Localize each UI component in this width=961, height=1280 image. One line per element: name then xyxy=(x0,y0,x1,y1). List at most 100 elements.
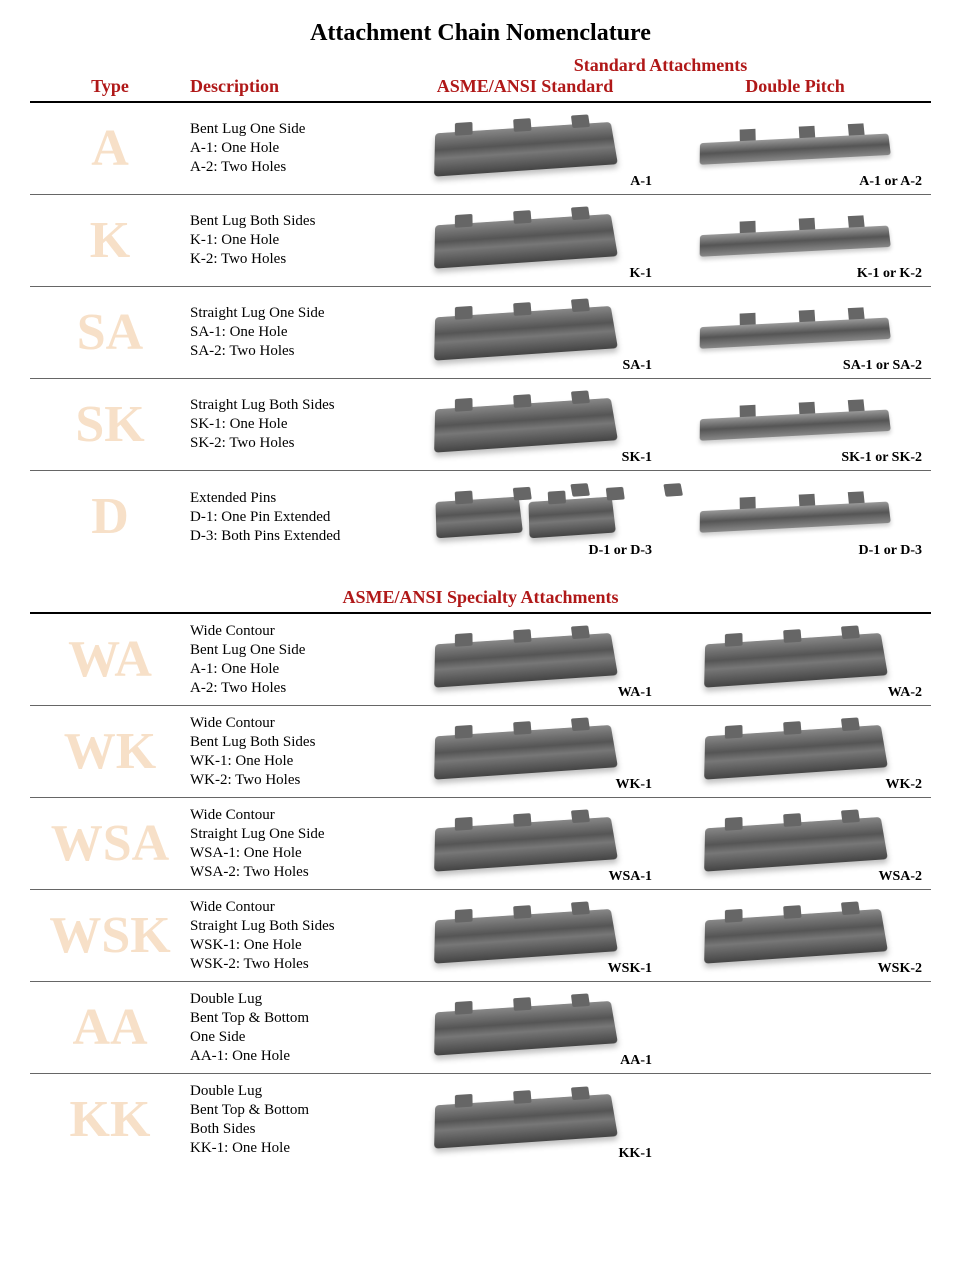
chain-icon xyxy=(434,214,618,269)
description-line: WK-2: Two Holes xyxy=(190,772,390,789)
image-cell-1: SK-1 xyxy=(390,385,660,464)
description-line: D-3: Both Pins Extended xyxy=(190,528,390,545)
description-line: WSK-2: Two Holes xyxy=(190,956,390,973)
table-row: KKDouble LugBent Top & BottomBoth SidesK… xyxy=(30,1074,931,1166)
description-line: Wide Contour xyxy=(190,715,390,732)
section2-title: ASME/ANSI Specialty Attachments xyxy=(30,587,931,608)
description-line: K-2: Two Holes xyxy=(190,251,390,268)
description-cell: Wide ContourStraight Lug One SideWSA-1: … xyxy=(190,804,390,883)
chain-icon xyxy=(434,306,618,361)
description-cell: Wide Contour Bent Lug One Side A-1: One Ho… xyxy=(190,620,390,699)
image-caption: WSA-1 xyxy=(608,869,652,885)
header-type: Type xyxy=(30,76,190,97)
description-cell: Extended Pins D-1: One Pin Extended D-3: B… xyxy=(190,477,390,557)
image-cell-1: WA-1 xyxy=(390,620,660,699)
image-caption: SA-1 xyxy=(622,358,652,374)
description-line: KK-1: One Hole xyxy=(190,1140,390,1157)
image-caption: WK-2 xyxy=(885,777,922,793)
type-letter: WK xyxy=(30,712,190,791)
description-line: SK-1: One Hole xyxy=(190,416,390,433)
chain-icon xyxy=(700,409,891,440)
description-line: K-1: One Hole xyxy=(190,232,390,249)
type-letter: AA xyxy=(30,988,190,1067)
description-line: Straight Lug Both Sides xyxy=(190,918,390,935)
description-line: Bent Top & Bottom xyxy=(190,1102,390,1119)
image-caption: K-1 or K-2 xyxy=(857,266,922,282)
chain-icon xyxy=(434,725,618,780)
image-cell-2: SA-1 or SA-2 xyxy=(660,293,930,372)
chain-icon xyxy=(700,502,891,533)
image-cell-2: K-1 or K-2 xyxy=(660,201,930,280)
description-line: AA-1: One Hole xyxy=(190,1048,390,1065)
type-letter: WSA xyxy=(30,804,190,883)
table-row: WSKWide ContourStraight Lug Both SidesWS… xyxy=(30,890,931,982)
table-row: ABent Lug One SideA-1: One HoleA-2: Two … xyxy=(30,103,931,195)
description-cell: Bent Lug Both Sides K-1: One Hole K-2: Two… xyxy=(190,201,390,280)
description-line: A-2: Two Holes xyxy=(190,159,390,176)
image-cell-2: WK-2 xyxy=(660,712,930,791)
standard-attachments-header: Standard Attachments xyxy=(30,55,931,76)
type-letter: D xyxy=(30,477,190,557)
image-caption: KK-1 xyxy=(619,1146,652,1162)
chain-icon xyxy=(700,133,891,164)
chain-icon xyxy=(700,317,891,348)
chain-icon xyxy=(704,725,888,780)
type-letter: SK xyxy=(30,385,190,464)
image-caption: A-1 xyxy=(630,174,652,190)
chain-icon xyxy=(434,398,618,453)
table-row: DExtended Pins D-1: One Pin Extended D-3: … xyxy=(30,471,931,563)
description-line: WSK-1: One Hole xyxy=(190,937,390,954)
chain-icon xyxy=(434,909,618,964)
type-letter: WSK xyxy=(30,896,190,975)
image-caption: WA-1 xyxy=(618,685,652,701)
header-col1: ASME/ANSI Standard xyxy=(390,76,660,97)
image-caption: AA-1 xyxy=(620,1053,652,1069)
chain-icon xyxy=(434,817,618,872)
description-line: A-1: One Hole xyxy=(190,661,390,678)
chain-icon xyxy=(435,497,522,539)
image-caption: SK-1 or SK-2 xyxy=(841,450,922,466)
description-cell: Double LugBent Top & BottomOne SideAA-1:… xyxy=(190,988,390,1067)
chain-icon xyxy=(434,122,618,177)
table-row: KBent Lug Both Sides K-1: One Hole K-2: Tw… xyxy=(30,195,931,287)
table-row: AADouble LugBent Top & BottomOne SideAA-… xyxy=(30,982,931,1074)
chain-icon xyxy=(434,633,618,688)
description-line: Bent Lug One Side xyxy=(190,121,390,138)
description-line: Bent Lug Both Sides xyxy=(190,213,390,230)
description-line: Double Lug xyxy=(190,991,390,1008)
description-line: One Side xyxy=(190,1029,390,1046)
image-cell-1: AA-1 xyxy=(390,988,660,1067)
description-line: Bent Lug One Side xyxy=(190,642,390,659)
table-row: WSAWide ContourStraight Lug One SideWSA-… xyxy=(30,798,931,890)
description-line: Wide Contour xyxy=(190,623,390,640)
image-cell-2: WA-2 xyxy=(660,620,930,699)
description-line: Straight Lug One Side xyxy=(190,305,390,322)
description-line: D-1: One Pin Extended xyxy=(190,509,390,526)
description-line: Extended Pins xyxy=(190,490,390,507)
image-cell-1: A-1 xyxy=(390,109,660,188)
image-caption: D-1 or D-3 xyxy=(588,543,652,559)
description-line: SA-1: One Hole xyxy=(190,324,390,341)
image-caption: WSK-1 xyxy=(608,961,652,977)
table-row: WKWide ContourBent Lug Both SidesWK-1: O… xyxy=(30,706,931,798)
image-cell-1: K-1 xyxy=(390,201,660,280)
image-cell-1: WSA-1 xyxy=(390,804,660,883)
image-caption: A-1 or A-2 xyxy=(859,174,922,190)
table-row: SAStraight Lug One Side SA-1: One Hole SA-… xyxy=(30,287,931,379)
chain-icon xyxy=(704,817,888,872)
image-caption: WSA-2 xyxy=(878,869,922,885)
chain-icon xyxy=(528,497,615,539)
column-headers: Type Description ASME/ANSI Standard Doub… xyxy=(30,76,931,103)
type-letter: K xyxy=(30,201,190,280)
chain-icon xyxy=(434,1001,618,1056)
description-line: Straight Lug Both Sides xyxy=(190,397,390,414)
image-cell-2: D-1 or D-3 xyxy=(660,477,930,557)
image-cell-2: A-1 or A-2 xyxy=(660,109,930,188)
image-caption: SK-1 xyxy=(622,450,652,466)
image-caption: K-1 xyxy=(629,266,652,282)
image-cell-1: KK-1 xyxy=(390,1080,660,1160)
table-row: WAWide ContourBent Lug One SideA-1: One … xyxy=(30,614,931,706)
image-caption: WSK-2 xyxy=(878,961,922,977)
image-caption: WA-2 xyxy=(888,685,922,701)
type-letter: SA xyxy=(30,293,190,372)
